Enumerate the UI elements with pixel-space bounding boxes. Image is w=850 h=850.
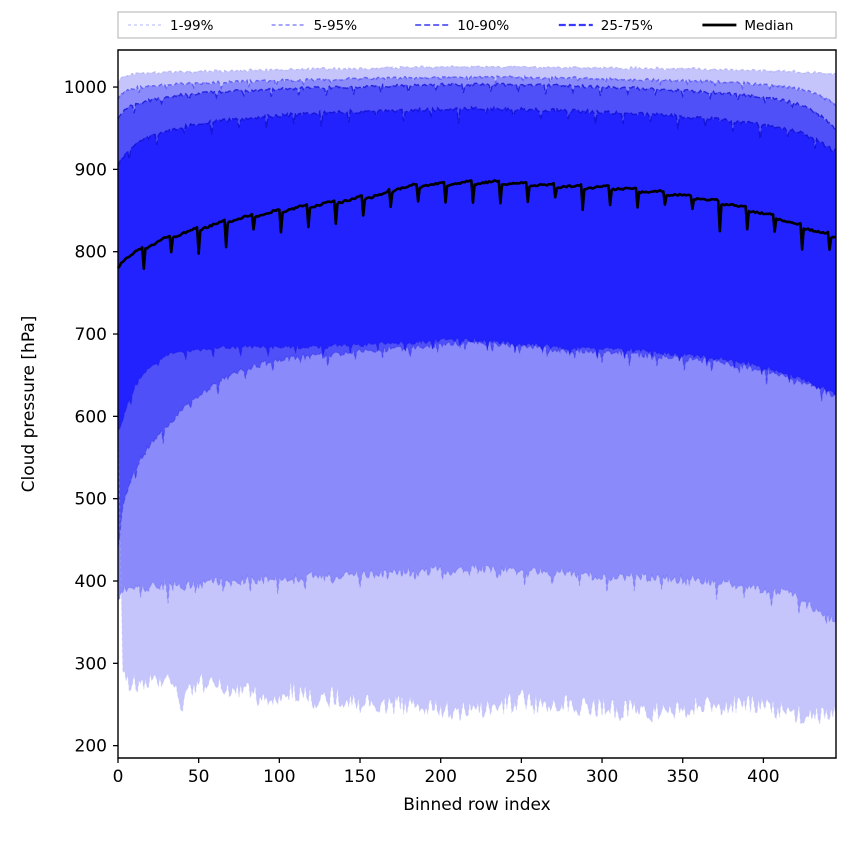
x-tick-label: 250 bbox=[505, 767, 537, 787]
x-tick-label: 300 bbox=[586, 767, 618, 787]
percentile-edge-lower bbox=[117, 338, 837, 549]
y-tick-label: 300 bbox=[75, 654, 107, 674]
x-axis-title: Binned row index bbox=[403, 795, 550, 815]
x-tick-label: 200 bbox=[424, 767, 456, 787]
y-tick-label: 800 bbox=[75, 243, 107, 263]
y-tick-label: 700 bbox=[75, 325, 107, 345]
y-tick-label: 1000 bbox=[64, 78, 107, 98]
y-tick-label: 500 bbox=[75, 490, 107, 510]
y-tick-label: 200 bbox=[75, 737, 107, 757]
axes-frame bbox=[117, 49, 837, 759]
legend-label-25to75[interactable]: 25-75% bbox=[601, 18, 653, 34]
percentile-edge-upper bbox=[117, 64, 837, 85]
legend-label-5to95[interactable]: 5-95% bbox=[314, 18, 358, 34]
percentile-edge-lower bbox=[117, 439, 837, 725]
y-axis-title: Cloud pressure [hPa] bbox=[19, 316, 39, 493]
x-tick-label: 50 bbox=[188, 767, 210, 787]
x-tick-label: 100 bbox=[263, 767, 295, 787]
percentile-edge-upper bbox=[117, 75, 837, 107]
percentile-band-25to75 bbox=[118, 106, 836, 431]
y-tick-label: 900 bbox=[75, 160, 107, 180]
percentile-bands-layer bbox=[118, 65, 836, 724]
percentile-edge-lower bbox=[117, 336, 837, 431]
legend-label-10to90[interactable]: 10-90% bbox=[457, 18, 509, 34]
x-tick-label: 400 bbox=[747, 767, 779, 787]
median-line-layer bbox=[117, 179, 837, 271]
chart-legend[interactable]: 1-99% 5-95% 10-90% 25-75% Median bbox=[117, 11, 837, 39]
x-axis-ticks: 0 50 100 150 200 250 300 350 400 bbox=[113, 758, 780, 787]
percentile-edges-layer bbox=[117, 64, 837, 725]
x-tick-label: 0 bbox=[113, 767, 124, 787]
x-tick-label: 350 bbox=[666, 767, 698, 787]
percentile-edge-upper bbox=[117, 105, 837, 168]
y-axis-ticks: 200 300 400 500 600 700 800 900 1000 bbox=[64, 78, 118, 757]
legend-label-Median[interactable]: Median bbox=[744, 18, 793, 34]
y-tick-label: 600 bbox=[75, 407, 107, 427]
axes-spines bbox=[117, 49, 837, 759]
x-tick-label: 150 bbox=[344, 767, 376, 787]
percentile-edge-upper bbox=[117, 81, 837, 130]
median-line bbox=[117, 179, 837, 271]
percentile-edge-lower bbox=[117, 563, 837, 624]
legend-label-1to99[interactable]: 1-99% bbox=[170, 18, 214, 34]
y-tick-label: 400 bbox=[75, 572, 107, 592]
